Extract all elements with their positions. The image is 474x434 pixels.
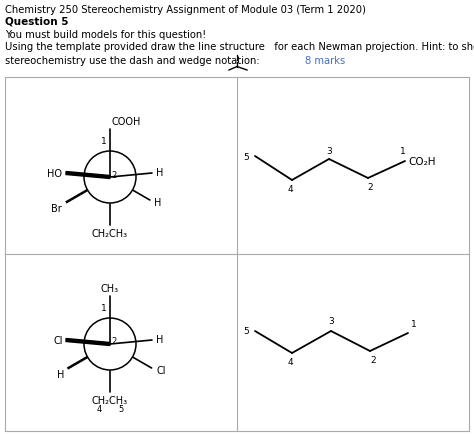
Text: Question 5: Question 5	[5, 17, 69, 27]
Text: CO₂H: CO₂H	[408, 157, 436, 167]
Text: 1: 1	[400, 146, 406, 155]
Text: 2: 2	[111, 170, 117, 179]
Text: 2: 2	[367, 183, 373, 192]
Text: Cl: Cl	[156, 365, 166, 375]
Text: CH₃: CH₃	[101, 283, 119, 293]
Text: H: H	[156, 168, 164, 178]
Text: H: H	[57, 369, 64, 379]
Polygon shape	[66, 339, 110, 346]
Text: CH₂CH₃: CH₂CH₃	[92, 228, 128, 238]
Text: 5: 5	[243, 327, 249, 336]
Text: 5: 5	[243, 152, 249, 161]
Text: 3: 3	[326, 146, 332, 155]
Text: H: H	[154, 197, 161, 207]
Text: Chemistry 250 Stereochemistry Assignment of Module 03 (Term 1 2020): Chemistry 250 Stereochemistry Assignment…	[5, 5, 366, 15]
Text: 4: 4	[287, 358, 293, 367]
Text: H: H	[156, 334, 164, 344]
Text: COOH: COOH	[112, 117, 141, 127]
Text: Using the template provided draw the line structure   for each Newman projection: Using the template provided draw the lin…	[5, 42, 474, 52]
Text: 3: 3	[328, 317, 334, 326]
Text: Br: Br	[51, 204, 62, 214]
Text: 4: 4	[287, 185, 293, 194]
Text: stereochemistry use the dash and wedge notation:: stereochemistry use the dash and wedge n…	[5, 56, 260, 66]
Text: HO: HO	[47, 169, 62, 178]
Text: 1: 1	[101, 304, 107, 313]
Polygon shape	[66, 172, 110, 179]
Text: 1: 1	[101, 137, 107, 146]
Text: Cl: Cl	[54, 335, 63, 345]
Text: CH₂CH₃: CH₂CH₃	[92, 395, 128, 405]
Text: 2: 2	[370, 356, 376, 365]
Text: 8 marks: 8 marks	[305, 56, 345, 66]
Text: 2: 2	[111, 337, 117, 346]
Text: 4: 4	[96, 404, 101, 414]
Text: 1: 1	[411, 320, 417, 329]
Text: You must build models for this question!: You must build models for this question!	[5, 30, 206, 40]
Text: 5: 5	[118, 404, 124, 414]
